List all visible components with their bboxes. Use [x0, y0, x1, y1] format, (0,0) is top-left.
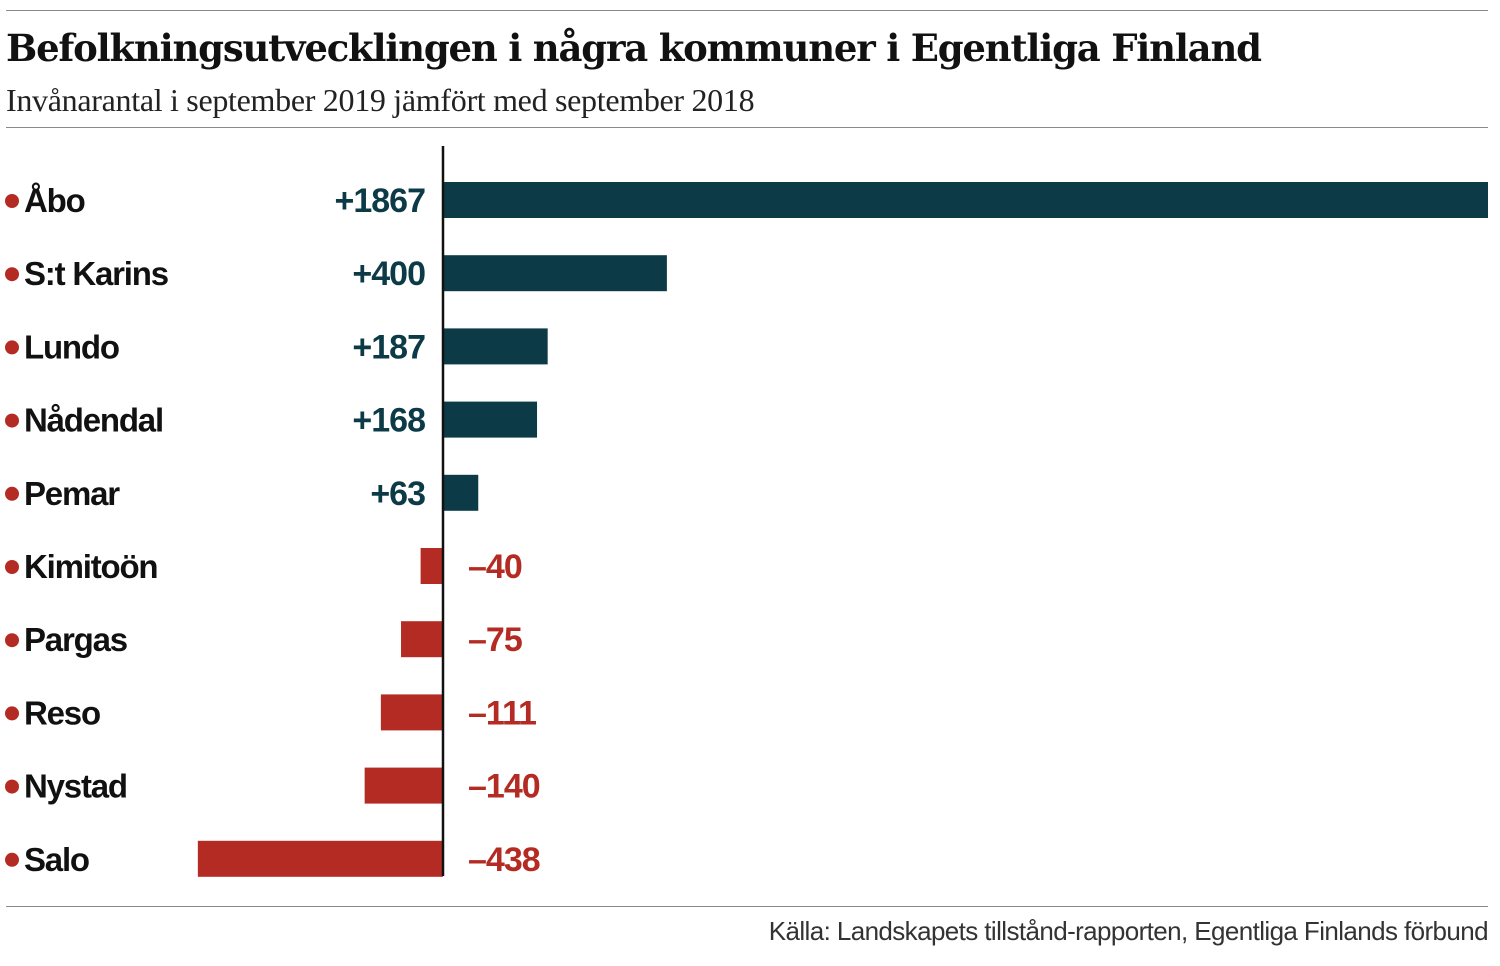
category-bullet [5, 413, 19, 428]
bar [443, 401, 538, 438]
category-label: Reso [24, 694, 100, 731]
category-label: Nådendal [24, 402, 163, 439]
category-bullet [5, 852, 19, 867]
value-label: +168 [352, 402, 425, 440]
header-rule [6, 127, 1488, 128]
source-note: Källa: Landskapets tillstånd-rapporten, … [768, 916, 1489, 946]
category-bullet [5, 560, 19, 574]
category-label: Salo [24, 841, 89, 878]
value-label: –75 [468, 621, 522, 659]
bar [443, 328, 548, 365]
bar [197, 840, 443, 877]
category-label: Lundo [24, 328, 119, 365]
category-bullet [5, 779, 19, 794]
footer-rule [6, 906, 1488, 907]
bar [401, 621, 443, 658]
category-bullet [5, 267, 19, 282]
category-label: Åbo [24, 182, 85, 219]
bar [443, 474, 479, 511]
bar [380, 694, 443, 731]
value-label: –111 [468, 694, 536, 732]
value-label: –40 [468, 548, 522, 586]
category-bullet [5, 340, 19, 355]
bar [364, 767, 443, 804]
category-bullet [5, 194, 19, 208]
category-label: S:t Karins [24, 255, 168, 292]
bar [420, 548, 443, 584]
chart-title: Befolkningsutvecklingen i några kommuner… [6, 26, 1262, 70]
top-rule [6, 10, 1488, 11]
category-label: Pemar [24, 475, 120, 512]
value-label: –140 [468, 768, 540, 806]
category-bullet [5, 486, 19, 501]
value-label: +1867 [335, 182, 426, 220]
bar [443, 182, 1488, 218]
value-label: +400 [352, 255, 425, 293]
bar [443, 255, 667, 292]
value-label: +187 [352, 328, 425, 366]
category-bullet [5, 706, 19, 721]
category-label: Pargas [24, 621, 127, 658]
category-label: Nystad [24, 768, 127, 805]
value-label: –438 [468, 841, 540, 879]
value-label: +63 [370, 475, 425, 513]
category-label: Kimitoön [24, 548, 157, 585]
chart-subtitle: Invånarantal i september 2019 jämfört me… [6, 82, 755, 118]
category-bullet [5, 633, 19, 648]
bar-chart: Åbo +1867 S:t Karins +400 Lundo +187 Nådendal +… [5, 146, 1488, 879]
